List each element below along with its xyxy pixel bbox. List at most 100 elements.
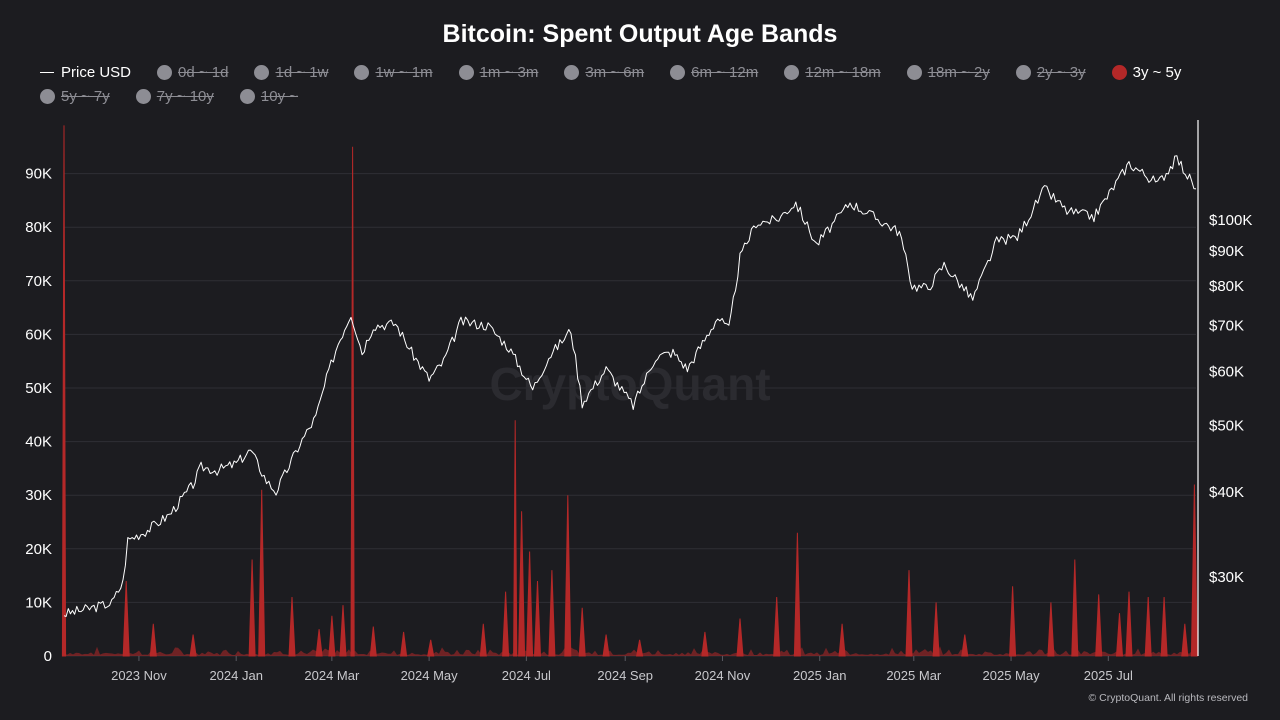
series-spike — [1115, 613, 1124, 657]
right-tick-label: $60K — [1209, 363, 1244, 380]
legend-label: 5y ~ 7y — [61, 87, 110, 105]
legend-label: 3m ~ 6m — [585, 63, 645, 81]
legend-dot-swatch — [564, 64, 580, 80]
legend-label: 1d ~ 1w — [275, 63, 329, 81]
legend-dot-swatch — [135, 88, 151, 104]
series-spike — [427, 639, 435, 657]
series-spike — [328, 615, 336, 657]
left-tick-label: 0 — [44, 648, 52, 665]
legend-dot-swatch — [458, 64, 474, 80]
right-tick-label: $40K — [1209, 484, 1244, 501]
x-tick-label: 2025 Jan — [793, 668, 847, 683]
x-tick-label: 2025 Mar — [886, 668, 942, 683]
legend-item[interactable]: 12m ~ 18m — [784, 62, 881, 82]
series-spike — [502, 591, 510, 657]
x-axis: 2023 Nov 2024 Jan 2024 Mar 2024 May 2024 Jul… — [111, 656, 1133, 683]
legend-dot-swatch — [239, 88, 255, 104]
series-spike — [400, 631, 408, 657]
left-tick-label: 50K — [25, 380, 52, 397]
series-spike — [564, 495, 572, 657]
x-tick-label: 2024 Jul — [502, 668, 551, 683]
series-spike — [578, 607, 586, 657]
left-tick-label: 80K — [25, 219, 52, 236]
series-spike — [602, 634, 610, 657]
series-spike — [122, 580, 130, 657]
series-spike — [533, 580, 542, 657]
x-tick-label: 2024 Jan — [209, 668, 263, 683]
series-spike — [288, 596, 296, 657]
legend-item[interactable]: 0d ~ 1d — [157, 62, 228, 82]
series-spike — [773, 596, 781, 657]
series-spike — [961, 634, 969, 657]
x-tick-label: 2024 Mar — [304, 668, 360, 683]
legend-item[interactable]: Price USD — [40, 62, 131, 82]
legend-item[interactable]: 5y ~ 7y — [40, 86, 110, 106]
legend-item[interactable]: 1d ~ 1w — [254, 62, 328, 82]
price-layer — [63, 155, 1197, 617]
legend-dot-swatch — [1111, 64, 1127, 80]
left-tick-label: 40K — [25, 434, 52, 451]
series-spike — [350, 146, 355, 657]
series-spike — [635, 639, 644, 657]
legend-line-swatch — [40, 71, 54, 73]
series-spike — [1160, 596, 1168, 657]
legend-item[interactable]: 6m ~ 12m — [670, 62, 758, 82]
legend-item[interactable]: 10y ~ — [239, 86, 299, 106]
legend-item[interactable]: 18m ~ 2y — [906, 62, 990, 82]
series-spike — [793, 532, 801, 657]
left-tick-label: 30K — [25, 487, 52, 504]
x-tick-label: 2023 Nov — [111, 668, 167, 683]
x-tick-label: 2024 Sep — [597, 668, 653, 683]
series-spike — [518, 511, 526, 657]
legend-label: 18m ~ 2y — [927, 63, 990, 81]
price-line — [63, 155, 1197, 617]
series-spike — [369, 626, 377, 657]
legend-item[interactable]: 1m ~ 3m — [458, 62, 538, 82]
legend-label: Price USD — [61, 63, 132, 81]
left-axis: 0 10K 20K 30K 40K 50K 60K 70K 80K 90K — [25, 166, 52, 665]
series-spike — [526, 551, 534, 657]
left-tick-label: 70K — [25, 273, 52, 290]
left-tick-label: 10K — [25, 594, 52, 611]
legend-label: 6m ~ 12m — [691, 63, 759, 81]
series-spike — [548, 570, 556, 657]
series-spike — [479, 623, 487, 657]
series-spike — [736, 618, 744, 657]
series-spike — [1009, 586, 1017, 657]
chart-title: Bitcoin: Spent Output Age Bands — [442, 20, 838, 48]
legend-item[interactable]: 3y ~ 5y — [1111, 62, 1181, 82]
legend-dot-swatch — [784, 64, 800, 80]
legend-item[interactable]: 1w ~ 1m — [354, 62, 433, 82]
credit-text: © CryptoQuant. All rights reserved — [1088, 692, 1248, 704]
right-tick-label: $70K — [1209, 318, 1244, 335]
series-spike — [248, 559, 256, 657]
legend-dot-swatch — [254, 64, 270, 80]
series-spike — [258, 489, 266, 657]
right-tick-label: $100K — [1209, 212, 1252, 229]
right-tick-label: $30K — [1209, 569, 1244, 586]
x-tick-label: 2025 May — [983, 668, 1041, 683]
legend-dot-swatch — [906, 64, 922, 80]
series-spike — [315, 629, 323, 657]
legend-label: 7y ~ 10y — [156, 87, 214, 105]
x-tick-label: 2024 Nov — [695, 668, 751, 683]
left-tick-label: 60K — [25, 326, 52, 343]
legend-label: 10y ~ — [260, 87, 299, 105]
series-baseline-area — [64, 646, 1196, 656]
legend-dot-swatch — [354, 64, 370, 80]
series-spike — [339, 605, 347, 657]
x-tick-label: 2025 Jul — [1084, 668, 1133, 683]
series-spike — [61, 125, 67, 657]
series-spike — [1181, 623, 1189, 657]
legend-item[interactable]: 7y ~ 10y — [135, 86, 214, 106]
series-spike — [1071, 559, 1079, 657]
legend-item[interactable]: 3m ~ 6m — [564, 62, 644, 82]
series-spike — [149, 623, 157, 657]
series-spike — [932, 602, 940, 657]
legend-dot-swatch — [1015, 64, 1031, 80]
left-tick-label: 20K — [25, 541, 52, 558]
series-layer — [61, 125, 1198, 657]
right-tick-label: $50K — [1209, 418, 1244, 435]
legend-item[interactable]: 2y ~ 3y — [1015, 62, 1086, 82]
